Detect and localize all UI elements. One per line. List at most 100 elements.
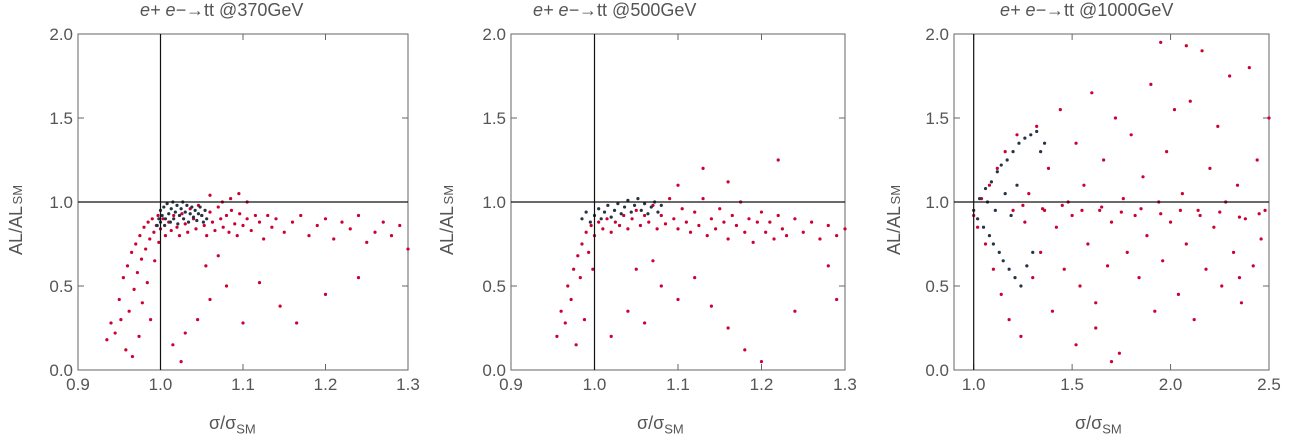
scatter-point	[605, 217, 609, 221]
scatter-point	[193, 208, 197, 212]
scatter-point	[137, 334, 141, 338]
scatter-point	[188, 212, 192, 216]
scatter-point	[626, 227, 630, 231]
scatter-point	[1212, 225, 1216, 229]
scatter-point	[591, 267, 595, 271]
scatter-point	[149, 318, 153, 322]
scatter-point	[580, 242, 584, 246]
scatter-point	[1178, 208, 1183, 212]
scatter-point	[205, 234, 209, 238]
scatter-point	[163, 223, 167, 228]
scatter-point	[210, 220, 215, 224]
scatter-point	[1263, 208, 1267, 212]
scatter-point	[584, 210, 588, 214]
scatter-point	[726, 180, 730, 184]
scatter-point	[176, 222, 180, 226]
scatter-point	[146, 220, 150, 224]
chart-panel-370gev: e+ e−→tt @370GeV 0.9 1.0 1.1 1.2 1.3 0.0 0.5 1.…	[0, 0, 437, 444]
scatter-point	[987, 234, 992, 238]
scatter-point	[659, 284, 663, 288]
scatter-point	[183, 210, 187, 214]
scatter-point	[1176, 292, 1181, 296]
scatter-point	[563, 321, 567, 325]
scatter-point	[663, 222, 668, 226]
scatter-point	[676, 297, 680, 302]
scatter-point	[1165, 150, 1169, 154]
title-process: tt @1000GeV	[1064, 0, 1174, 20]
scatter-point	[722, 220, 726, 224]
scatter-point	[185, 203, 189, 207]
scatter-point	[743, 230, 747, 234]
scatter-point	[1009, 213, 1013, 218]
scatter-point	[290, 220, 295, 224]
scatter-point	[356, 213, 361, 218]
scatter-point	[139, 257, 144, 261]
x-tick-label: 1.3	[396, 375, 420, 394]
scatter-point	[668, 197, 672, 201]
scatter-plot: 0.9 1.0 1.1 1.2 1.3 0.0 0.5 1.0 1.5 2.0	[49, 25, 420, 394]
scatter-point	[726, 326, 730, 330]
title-arrow: →	[1046, 0, 1065, 20]
scatter-point	[995, 166, 999, 170]
scatter-point	[1228, 74, 1232, 78]
scatter-point	[1005, 158, 1009, 162]
scatter-point	[1060, 203, 1064, 207]
scatter-point	[1035, 124, 1039, 128]
scatter-point	[191, 215, 196, 219]
scatter-point	[776, 213, 780, 218]
scatter-point	[134, 242, 138, 246]
scatter-point	[995, 170, 999, 174]
x-tick-label: 0.9	[66, 375, 90, 394]
scatter-point	[638, 223, 643, 228]
scatter-point	[373, 230, 377, 234]
y-tick-label: 1.0	[925, 193, 949, 212]
scatter-point	[1042, 141, 1047, 145]
scatter-point	[693, 276, 697, 280]
scatter-series-0	[555, 158, 847, 364]
scatter-point	[1054, 225, 1058, 229]
scatter-point	[156, 213, 160, 218]
scatter-point	[622, 205, 627, 209]
scatter-point	[406, 247, 410, 251]
scatter-point	[1015, 133, 1019, 137]
scatter-point	[160, 213, 164, 218]
scatter-point	[125, 264, 130, 268]
scatter-point	[634, 267, 638, 271]
scatter-point	[1159, 212, 1163, 216]
y-tick-label: 2.0	[482, 25, 506, 44]
scatter-point	[1235, 183, 1240, 187]
scatter-point	[989, 180, 994, 184]
scatter-point	[1039, 150, 1043, 154]
scatter-point	[1094, 301, 1098, 305]
y-tick-label: 2.0	[49, 25, 73, 44]
x-tick-label: 2.5	[1257, 375, 1281, 394]
x-tick-label: 1.3	[833, 375, 857, 394]
scatter-point	[105, 338, 109, 342]
scatter-point	[1231, 250, 1236, 254]
scatter-point	[1021, 203, 1025, 207]
y-tick-label: 1.0	[482, 193, 506, 212]
x-tick-label: 1.1	[666, 375, 690, 394]
scatter-point	[759, 210, 764, 214]
scatter-point	[381, 220, 385, 224]
scatter-point	[1113, 116, 1118, 120]
scatter-point	[1129, 133, 1133, 137]
scatter-point	[784, 234, 789, 238]
scatter-point	[597, 220, 601, 224]
scatter-point	[626, 309, 630, 313]
x-axis-label-main: σ/σ	[1075, 413, 1103, 433]
scatter-point	[718, 207, 722, 211]
scatter-point	[709, 217, 713, 221]
x-axis-label-sub: SM	[664, 421, 684, 437]
scatter-point	[208, 193, 212, 197]
scatter-point	[1090, 91, 1094, 95]
scatter-point	[1011, 208, 1015, 212]
scatter-series-0	[972, 40, 1271, 364]
scatter-point	[587, 250, 591, 254]
scatter-point	[1208, 166, 1212, 170]
scatter-point	[659, 203, 663, 207]
y-tick-label: 1.5	[482, 109, 506, 128]
scatter-point	[649, 205, 653, 209]
scatter-point	[1220, 284, 1224, 288]
